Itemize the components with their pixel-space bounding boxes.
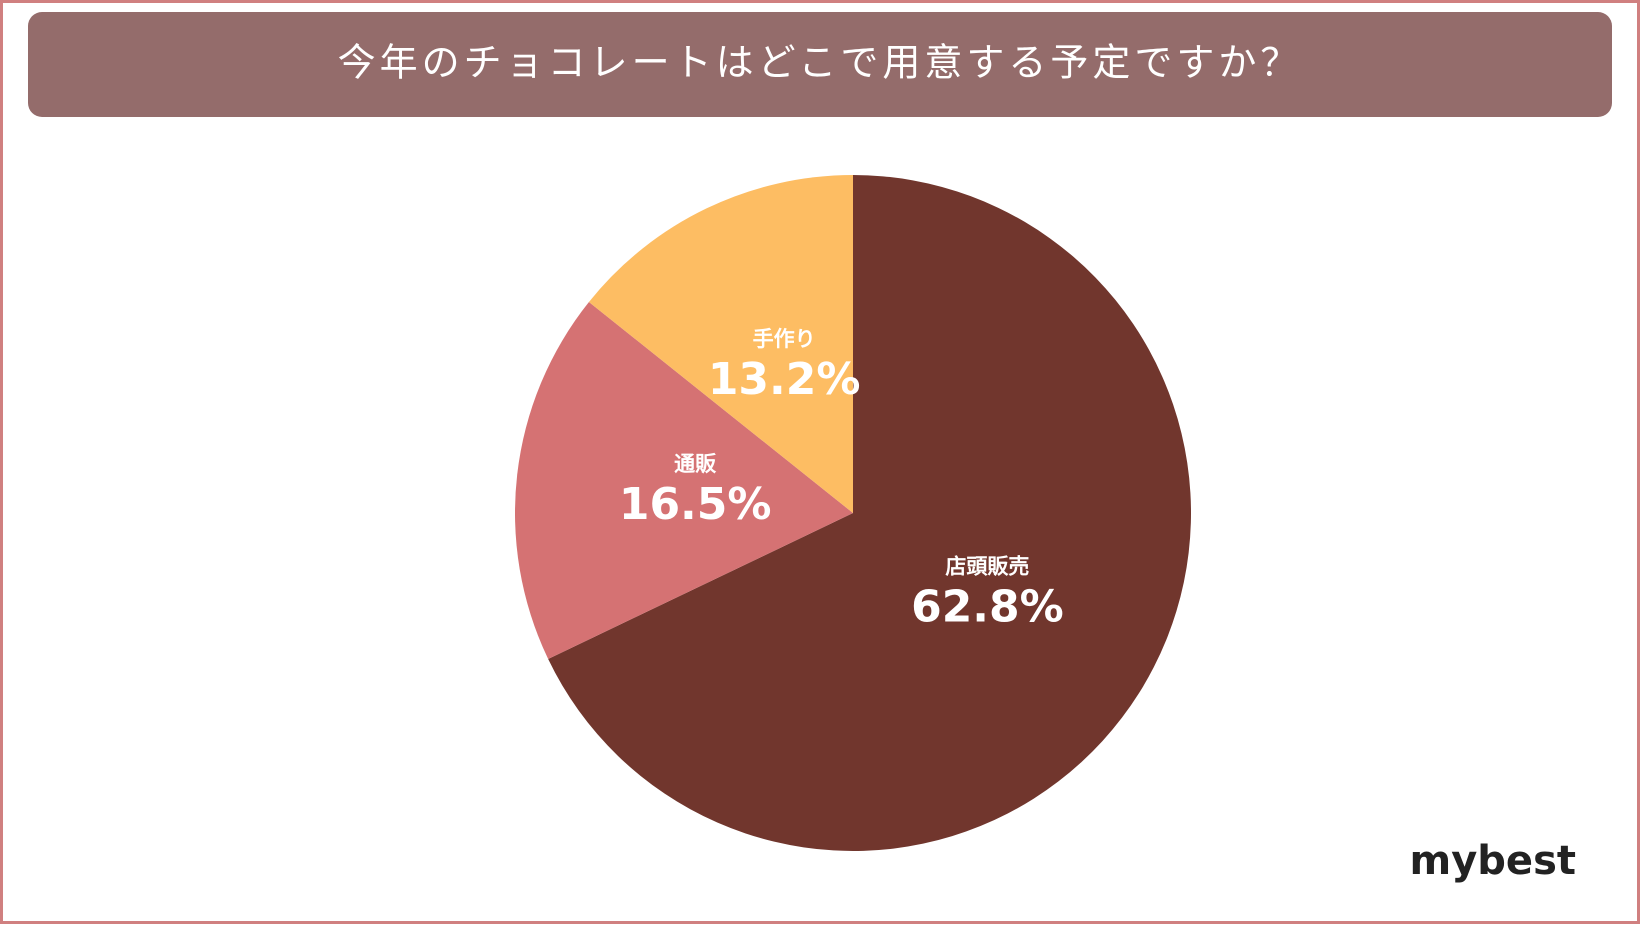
logo: mybest — [1410, 838, 1576, 884]
slice-label: 通販 — [674, 452, 717, 476]
pie-slice — [548, 175, 1192, 851]
pie-slice — [515, 302, 853, 659]
value-label: 16.5% — [619, 479, 772, 530]
slice-label: 店頭販売 — [945, 555, 1029, 579]
pie-slice — [588, 175, 853, 513]
value-label: 62.8% — [911, 582, 1064, 633]
chart-title: 今年のチョコレートはどこで用意する予定ですか？ — [338, 41, 1303, 85]
title-bar — [28, 12, 1612, 117]
slice-label: 手作り — [753, 327, 816, 351]
value-label: 13.2% — [708, 354, 861, 405]
